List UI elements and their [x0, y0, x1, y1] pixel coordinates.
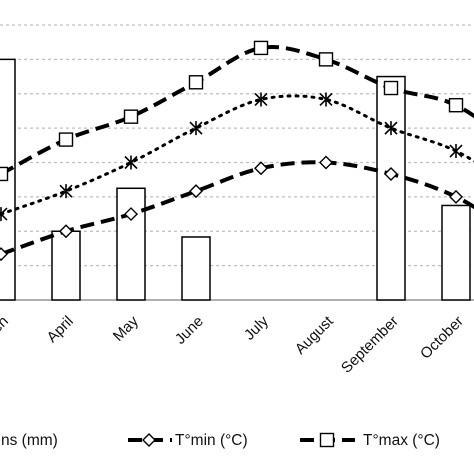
point-square-october	[448, 98, 464, 113]
point-asterisk-september	[384, 121, 398, 136]
x-tick-label: July	[241, 312, 272, 343]
point-asterisk-july	[254, 92, 268, 107]
x-tick-label: October	[417, 313, 467, 363]
temperature-lines	[0, 40, 474, 262]
legend-label-tmax: T°max (°C)	[363, 432, 440, 449]
point-diamond-july	[254, 161, 268, 176]
point-square-march	[0, 166, 9, 182]
point-diamond-june	[189, 184, 203, 199]
point-square-may	[123, 109, 139, 124]
x-tick-label: August	[292, 312, 338, 358]
x-axis-tick-labels: ch April May June July August September October…	[0, 312, 467, 377]
series-asterisk	[0, 92, 474, 222]
x-tick-label: June	[172, 313, 207, 348]
bar-october	[441, 204, 471, 301]
precipitation-bars	[0, 58, 471, 301]
legend-marker-square	[319, 432, 335, 448]
point-square-april	[58, 132, 74, 147]
point-asterisk-april	[59, 184, 73, 199]
x-tick-label: ch	[0, 313, 12, 336]
point-square-august	[318, 52, 334, 67]
point-diamond-september	[384, 166, 398, 181]
series-line-square	[0, 45, 474, 176]
point-asterisk-march	[0, 207, 8, 222]
x-tick-label: May	[110, 312, 142, 344]
bar-september	[376, 75, 406, 301]
point-diamond-may	[124, 207, 138, 222]
legend: ns (mm) T°min (°C) T°max (°C)	[1, 432, 440, 449]
point-square-september	[383, 80, 399, 96]
point-diamond-april	[59, 224, 73, 239]
bar-may	[116, 187, 146, 301]
point-square-july	[253, 40, 269, 56]
point-asterisk-august	[319, 92, 333, 107]
series-square	[0, 40, 474, 182]
point-asterisk-june	[189, 121, 203, 136]
x-tick-label: April	[44, 313, 77, 346]
point-asterisk-october	[449, 144, 463, 159]
legend-label-tmin: T°min (°C)	[175, 432, 248, 449]
point-diamond-august	[319, 155, 333, 170]
legend-marker-diamond	[142, 433, 156, 447]
point-square-june	[188, 75, 204, 90]
bar-april	[51, 230, 81, 301]
point-asterisk-may	[124, 155, 138, 170]
legend-label-precipitation: ns (mm)	[1, 432, 58, 449]
point-diamond-march	[0, 247, 8, 262]
bar-june	[181, 236, 211, 301]
series-line-asterisk	[0, 94, 474, 216]
point-diamond-october	[449, 189, 463, 204]
x-tick-label: September	[338, 313, 402, 377]
series-diamond	[0, 155, 474, 262]
